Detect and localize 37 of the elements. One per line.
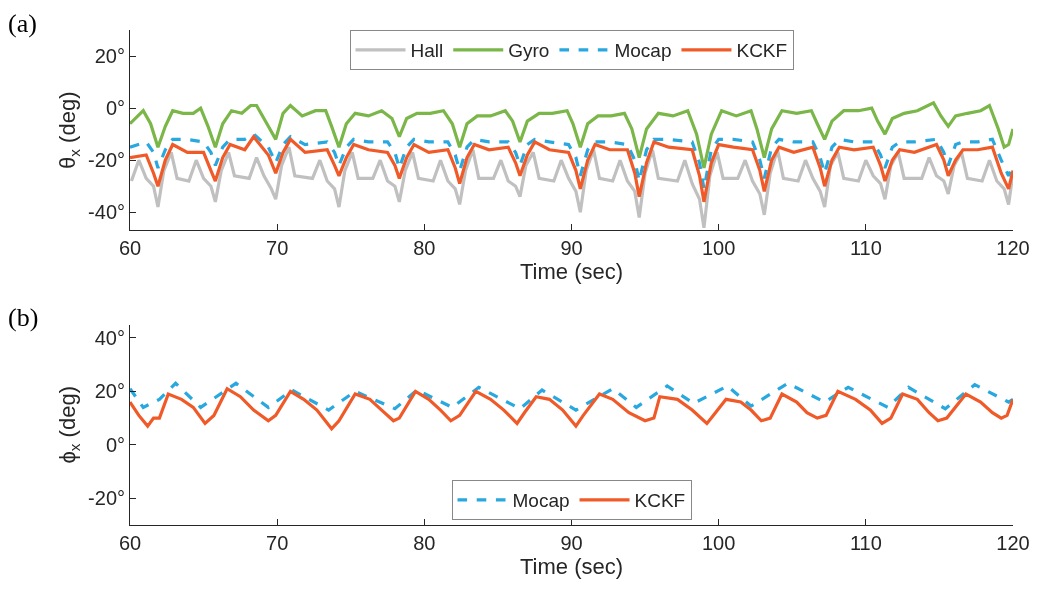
legend-label: KCKF	[634, 490, 686, 512]
legend-label: Mocap	[614, 40, 672, 62]
x-axis-title: Time (sec)	[519, 259, 624, 285]
text: (b)	[8, 303, 39, 332]
y-tick-label: 20°	[94, 45, 125, 68]
legend-label: KCKF	[736, 40, 788, 62]
x-tick-label: 80	[413, 532, 436, 554]
x-tick-label: 90	[560, 532, 583, 554]
line-series	[130, 132, 1013, 191]
y-tick-label: 0°	[105, 97, 125, 120]
x-tick-label: 100	[701, 532, 736, 554]
x-tick-label: 120	[996, 532, 1030, 554]
x-tick-label: 100	[701, 237, 736, 260]
legend-label: Hall	[410, 40, 444, 62]
x-tick-label: 110	[849, 237, 882, 260]
y-tick-label: 0°	[105, 433, 125, 456]
x-tick-label: 60	[118, 237, 142, 260]
x-tick-label: 120	[996, 237, 1030, 260]
y-tick-label: 40°	[94, 326, 125, 349]
y-tick-label: -20°	[88, 487, 125, 510]
legend-label: Gyro	[508, 40, 550, 62]
legend-label: Mocap	[512, 490, 570, 512]
line-series	[130, 135, 1013, 204]
y-tick-label: 20°	[94, 380, 125, 403]
x-axis-title: Time (sec)	[519, 554, 624, 579]
line-series	[130, 381, 1013, 412]
x-tick-label: 70	[266, 532, 289, 554]
y-tick-label: -20°	[88, 149, 125, 172]
x-tick-label: 60	[118, 532, 142, 554]
x-tick-label: 80	[413, 237, 436, 260]
x-tick-label: 90	[560, 237, 583, 260]
line-series	[130, 101, 1013, 170]
text: (a)	[8, 9, 37, 38]
x-tick-label: 110	[849, 532, 882, 554]
y-tick-label: -40°	[88, 201, 125, 224]
line-series	[130, 387, 1013, 431]
x-tick-label: 70	[266, 237, 289, 260]
